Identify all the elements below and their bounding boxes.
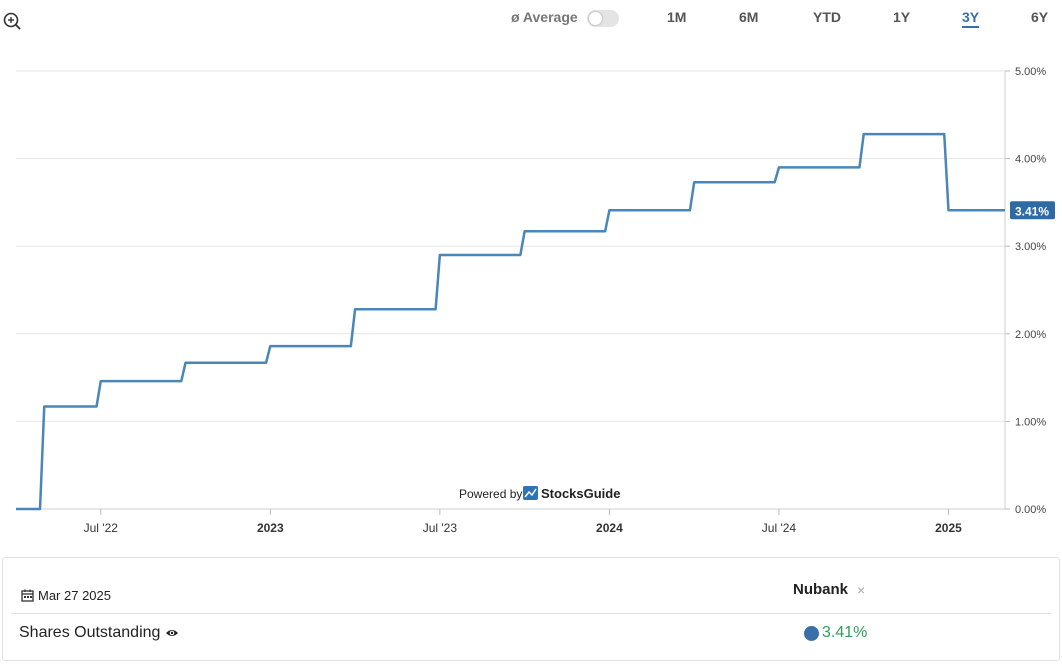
metric-label: Shares Outstanding — [19, 624, 161, 641]
y-tick-label: 0.00% — [1015, 504, 1046, 516]
range-3y-button[interactable]: 3Y — [962, 9, 980, 28]
series-line[interactable] — [16, 132, 1005, 511]
range-ytd-button[interactable]: YTD — [813, 9, 841, 25]
last-value-label: 3.41% — [1015, 204, 1049, 218]
metric-value: 3.41% — [822, 624, 868, 641]
panel-header: Mar 27 2025 Nubank × — [11, 574, 1051, 614]
date-text: Mar 27 2025 — [38, 588, 111, 603]
x-tick-label: 2024 — [596, 521, 623, 535]
chart-toolbar: ø Average 1M 6M YTD 1Y 3Y 6Y — [0, 6, 1062, 30]
shares-outstanding-chart: 0.00% 1.00% 2.00% 3.00% 4.00% 5.00% Jul '22 20… — [16, 66, 1055, 535]
series-layer — [16, 132, 1005, 511]
x-tick-label: 2025 — [935, 521, 962, 535]
x-tick-label: 2023 — [257, 521, 284, 535]
metric-row: Shares Outstanding — [19, 624, 179, 642]
x-tick-label: Jul '22 — [84, 521, 119, 535]
range-6y-button[interactable]: 6Y — [1031, 9, 1049, 25]
y-tick-label: 3.00% — [1015, 241, 1046, 253]
x-tick-label: Jul '23 — [423, 521, 458, 535]
date-display: Mar 27 2025 — [21, 588, 111, 603]
average-toggle[interactable] — [587, 10, 619, 27]
powered-by-text: Powered by — [459, 487, 522, 501]
y-tick-label: 1.00% — [1015, 416, 1046, 428]
calendar-icon — [21, 589, 34, 602]
x-axis: Jul '22 2023 Jul '23 2024 Jul '24 2025 — [16, 508, 1005, 535]
y-tick-label: 2.00% — [1015, 329, 1046, 341]
x-tick-label: Jul '24 — [762, 521, 797, 535]
average-label: ø Average — [511, 9, 578, 25]
company-name: Nubank — [793, 581, 849, 598]
range-1y-button[interactable]: 1Y — [893, 9, 911, 25]
logo-chart-mark — [524, 488, 537, 498]
eye-icon[interactable] — [165, 628, 179, 638]
range-6m-button[interactable]: 6M — [739, 9, 759, 25]
range-1m-button[interactable]: 1M — [667, 9, 687, 25]
metric-value-wrap: 3.41% — [804, 624, 867, 642]
series-color-dot — [804, 625, 819, 641]
last-value-layer: 3.41% — [1010, 201, 1055, 220]
y-tick-label: 4.00% — [1015, 154, 1046, 166]
stocksguide-brand: StocksGuide — [541, 486, 620, 501]
grid-lines — [16, 70, 1005, 510]
y-axis: 0.00% 1.00% 2.00% 3.00% 4.00% 5.00% — [1004, 66, 1046, 516]
info-panel: Mar 27 2025 Nubank × Shares Outstanding … — [2, 557, 1060, 661]
stocksguide-watermark[interactable]: Powered by StocksGuide — [459, 486, 620, 501]
zoom-in-icon[interactable] — [2, 10, 22, 30]
last-value-badge — [1010, 201, 1055, 220]
y-tick-label: 5.00% — [1015, 66, 1046, 78]
remove-company-close-icon[interactable]: × — [857, 582, 866, 598]
toggle-knob — [589, 12, 602, 25]
